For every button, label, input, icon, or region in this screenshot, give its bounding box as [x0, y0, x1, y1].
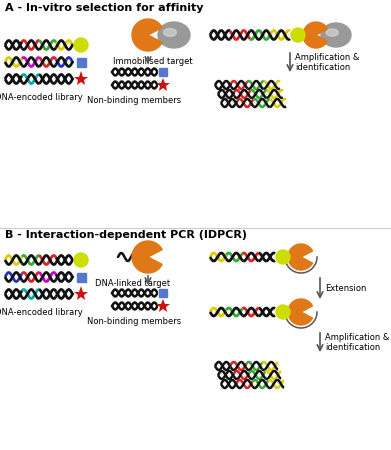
Text: Immobilised target: Immobilised target: [113, 57, 193, 66]
Text: DNA-encoded library: DNA-encoded library: [0, 93, 83, 102]
Text: Amplification &
identification: Amplification & identification: [295, 53, 359, 72]
Wedge shape: [288, 244, 312, 270]
Text: Non-binding members: Non-binding members: [88, 96, 181, 105]
Ellipse shape: [326, 29, 338, 36]
Bar: [77, 58, 86, 67]
Ellipse shape: [163, 28, 176, 36]
Circle shape: [276, 305, 290, 319]
Text: DNA-encoded library: DNA-encoded library: [0, 308, 83, 317]
Wedge shape: [132, 19, 162, 51]
Wedge shape: [303, 22, 328, 48]
Text: Amplification &
identification: Amplification & identification: [325, 333, 389, 352]
Text: DNA-linked target: DNA-linked target: [95, 279, 170, 288]
Text: B - Interaction-dependent PCR (IDPCR): B - Interaction-dependent PCR (IDPCR): [5, 230, 247, 240]
Circle shape: [276, 250, 290, 264]
Ellipse shape: [321, 23, 351, 47]
Circle shape: [74, 38, 88, 52]
Text: A - In-vitro selection for affinity: A - In-vitro selection for affinity: [5, 3, 203, 13]
Bar: [159, 289, 167, 297]
Bar: [159, 68, 167, 76]
Wedge shape: [288, 299, 312, 325]
Ellipse shape: [158, 22, 190, 48]
Wedge shape: [132, 241, 162, 273]
Text: Non-binding members: Non-binding members: [88, 317, 181, 326]
Text: Extension: Extension: [325, 284, 366, 293]
Circle shape: [74, 253, 88, 267]
Circle shape: [291, 28, 305, 42]
Bar: [77, 273, 86, 282]
